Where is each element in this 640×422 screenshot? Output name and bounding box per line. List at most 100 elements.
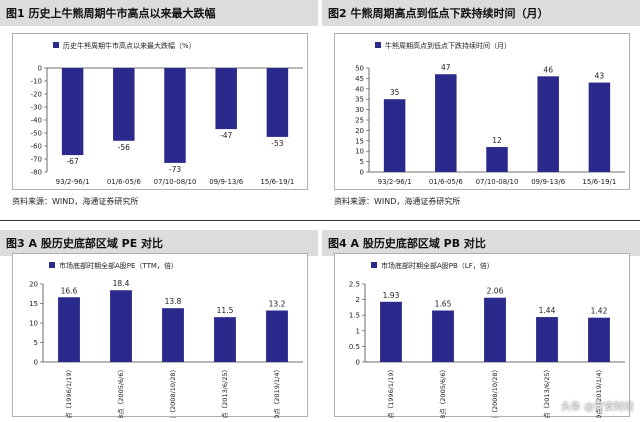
bar (537, 76, 559, 172)
y-tick-label: 1.5 (349, 312, 360, 320)
bar (110, 290, 132, 362)
figure-2-source: 资料来源：WIND，海通证券研究所 (334, 197, 461, 206)
x-tick-label: 07/10-08/10 (154, 178, 197, 186)
bar (113, 68, 135, 141)
bar-value-label: 1.42 (591, 307, 608, 316)
y-tick-label: -80 (31, 169, 42, 177)
bar (61, 68, 84, 156)
bar (266, 310, 288, 362)
bar (588, 317, 610, 362)
x-tick-label: 15/6-19/1 (582, 178, 616, 186)
legend-swatch (371, 262, 377, 268)
x-tick-label: 512点（1996/1/19） (387, 366, 395, 418)
bar (162, 308, 184, 362)
x-tick-label: 1849点（2013/6/25） (543, 366, 551, 418)
bar (484, 297, 506, 362)
figure-1-chart-box: 历史牛熊周期牛市高点以来最大跌幅（%） 0 -10 -20 -30 -40 -50 -60 -7… (12, 33, 308, 190)
x-tick-label: 01/6-05/6 (107, 178, 142, 186)
x-tick-label: 07/10-08/10 (476, 178, 519, 186)
x-tick-label: 93/2-96/1 (378, 178, 412, 186)
bar-value-label: 13.8 (165, 297, 182, 306)
bar (380, 301, 402, 362)
figure-2-chart-box: 牛熊周期高点到低点下跌持续时间（月） 0 5 10 15 20 25 30 35 40 45 50 35… (334, 33, 630, 190)
y-tick-label: 40 (355, 85, 364, 93)
bar-value-label: 11.5 (217, 306, 234, 315)
bar (215, 68, 237, 130)
figure-3-chart: 市场底部时期全部A股PE（TTM，倍） 0 5 10 15 20 16.6 512点（1996… (29, 261, 303, 422)
bar-value-label: 18.4 (113, 279, 130, 288)
x-tick-label: 2440点（2019/1/4） (595, 366, 603, 418)
figure-3-chart-box: 市场底部时期全部A股PE（TTM，倍） 0 5 10 15 20 16.6 512点（1996… (12, 253, 308, 422)
bar-value-label: 47 (441, 63, 451, 72)
y-tick-label: 20 (355, 127, 364, 135)
bar-value-label: -67 (66, 157, 78, 166)
y-tick-label: -10 (31, 78, 42, 86)
x-tick-label: 998点（2005/6/6） (117, 366, 125, 418)
y-tick-label: 10 (355, 148, 364, 156)
y-tick-label: 30 (355, 106, 364, 114)
bar (432, 310, 454, 362)
figure-1-source: 资料来源：WIND，海通证券研究所 (12, 197, 139, 206)
figure-4-panel: 图4 A 股历史底部区域 PB 对比 市场底部时期全部A股PB（LF，倍） 0 0.… (322, 230, 640, 422)
y-tick-label: -20 (31, 91, 42, 99)
x-tick-label: 1664点（2008/10/28） (491, 366, 499, 418)
y-tick-label: 45 (355, 75, 364, 83)
x-tick-label: 09/9-13/6 (209, 178, 244, 186)
y-tick-label: 35 (355, 96, 364, 104)
y-tick-label: 5 (34, 339, 38, 347)
bar (214, 317, 236, 362)
figure-1-panel: 图1 历史上牛熊周期牛市高点以来最大跌幅 历史牛熊周期牛市高点以来最大跌幅（%）… (0, 0, 318, 215)
bar-value-label: -56 (118, 143, 130, 152)
y-tick-label: 1 (356, 327, 360, 335)
y-tick-label: 0.5 (349, 343, 360, 351)
y-tick-label: 0 (38, 65, 42, 73)
figure-3-title: 图3 A 股历史底部区域 PE 对比 (6, 237, 164, 250)
legend-label: 市场底部时期全部A股PB（LF，倍） (381, 261, 494, 270)
figure-4-chart: 市场底部时期全部A股PB（LF，倍） 0 0.5 1 1.5 2 2.5 1.93 512点（1… (349, 261, 625, 422)
bar-value-label: 1.65 (435, 300, 452, 309)
y-tick-label: 10 (29, 320, 38, 328)
figure-2-header: 图2 牛熊周期高点到低点下跌持续时间（月） (322, 0, 640, 26)
figure-4-header: 图4 A 股历史底部区域 PB 对比 (322, 230, 640, 256)
figure-1-header: 图1 历史上牛熊周期牛市高点以来最大跌幅 (0, 0, 318, 26)
y-tick-label: 0 (360, 169, 364, 177)
bar-value-label: 1.44 (539, 306, 556, 315)
bar (58, 297, 80, 362)
figure-3-panel: 图3 A 股历史底部区域 PE 对比 市场底部时期全部A股PE（TTM，倍） 0 5… (0, 230, 318, 422)
bar-value-label: -47 (220, 131, 232, 140)
x-tick-label: 998点（2005/6/6） (439, 366, 447, 418)
legend-label: 历史牛熊周期牛市高点以来最大跌幅（%） (63, 41, 196, 50)
figure-2-title: 图2 牛熊周期高点到低点下跌持续时间（月） (328, 7, 549, 20)
y-tick-label: -40 (31, 117, 42, 125)
bar (588, 82, 611, 172)
bar-value-label: 13.2 (269, 300, 286, 309)
bar (486, 147, 508, 172)
x-tick-label: 512点（1996/1/19） (65, 366, 73, 418)
figure-2-chart: 牛熊周期高点到低点下跌持续时间（月） 0 5 10 15 20 25 30 35 40 45 50 35… (355, 41, 625, 186)
x-tick-label: 93/2-96/1 (56, 178, 90, 186)
bar (435, 74, 457, 172)
x-tick-label: 2440点（2019/1/4） (273, 366, 281, 418)
bar (536, 317, 558, 362)
figure-1-title: 图1 历史上牛熊周期牛市高点以来最大跌幅 (6, 7, 216, 20)
y-tick-label: 5 (360, 158, 364, 166)
y-tick-label: -60 (31, 143, 42, 151)
y-tick-label: 0 (34, 359, 38, 367)
y-tick-label: 2.5 (349, 281, 360, 289)
bar-value-label: 46 (543, 65, 553, 74)
bar (266, 68, 289, 137)
legend-label: 市场底部时期全部A股PE（TTM，倍） (59, 261, 178, 270)
bar (383, 99, 406, 172)
y-tick-label: 15 (355, 137, 364, 145)
x-tick-label: 09/9-13/6 (531, 178, 566, 186)
bar-value-label: -73 (169, 165, 181, 174)
bar-value-label: 1.93 (383, 291, 400, 300)
bar-value-label: 35 (390, 88, 400, 97)
y-tick-label: 2 (356, 296, 360, 304)
figure-2-panel: 图2 牛熊周期高点到低点下跌持续时间（月） 牛熊周期高点到低点下跌持续时间（月）… (322, 0, 640, 215)
watermark: 头条 @安安财经 (560, 402, 634, 413)
x-tick-label: 1849点（2013/6/25） (221, 366, 229, 418)
x-tick-label: 15/6-19/1 (260, 178, 294, 186)
figure-4-title: 图4 A 股历史底部区域 PB 对比 (328, 237, 486, 250)
x-tick-label: 1664点（2008/10/28） (169, 366, 177, 418)
